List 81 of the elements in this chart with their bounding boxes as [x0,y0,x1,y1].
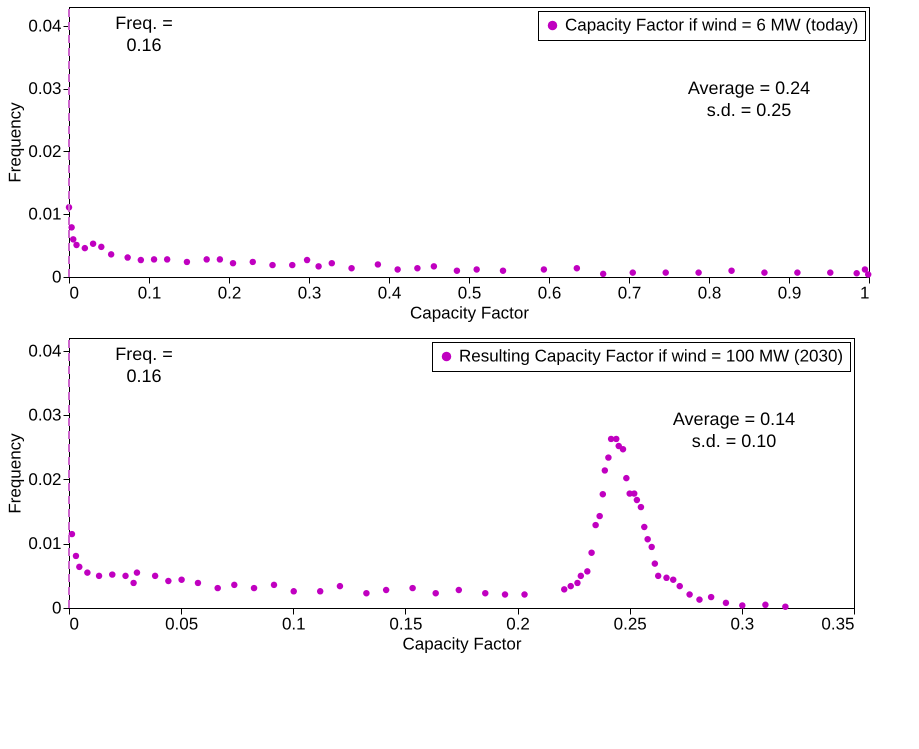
x-tick-label: 0 [70,614,79,634]
x-tick-label: 0.2 [218,284,242,302]
point [864,271,872,278]
point [70,236,76,243]
point [68,224,75,231]
point [98,244,105,250]
x-axis-title: Capacity Factor [410,304,530,322]
point [124,254,131,261]
point [230,260,236,266]
point [662,269,669,276]
x-tick-label: 1 [860,284,870,302]
y-tick-label: 0 [52,268,62,286]
point [82,244,88,252]
y-tick-label: 0.02 [28,142,62,161]
point [540,266,548,273]
y-tick-label: 0.03 [28,406,62,425]
point [430,263,438,270]
annotation: Average = 0.14 s.d. = 0.10 [672,408,796,451]
point [184,258,190,266]
y-tick-label: 0.01 [28,534,62,554]
y-tick-label: 0.02 [28,470,62,489]
point [794,269,801,276]
x-tick-label: 0.1 [282,614,306,634]
legend-label: Capacity Factor if wind = 6 MW (today) [565,16,858,34]
x-tick-label: 0.4 [378,284,402,302]
point [827,269,834,276]
point [269,262,276,268]
point [695,269,702,276]
y-tick-label: 0 [52,598,62,618]
point [150,256,158,263]
point [304,256,310,264]
x-tick-label: 0.8 [698,284,722,302]
annotation: Average = 0.24 s.d. = 0.25 [688,78,810,120]
x-tick-label: 0.2 [506,614,530,634]
x-tick-label: 0.35 [821,614,854,634]
point [500,267,506,274]
point [73,242,80,248]
y-axis-title: Frequency [5,432,24,514]
y-axis-title: Frequency [5,102,24,183]
x-tick-label: 0.25 [614,614,647,634]
point [138,256,144,264]
point [328,260,336,266]
point [108,251,114,258]
point [862,266,868,273]
point [216,256,224,263]
point [414,264,421,272]
point [289,262,296,268]
point [374,261,382,268]
point [600,270,606,278]
point [394,266,401,273]
point [853,270,860,276]
x-axis-title: Capacity Factor [402,634,522,654]
x-tick-label: 0.9 [778,284,802,302]
annotation: Freq. = 0.16 [115,344,173,386]
point [250,258,256,266]
point [348,264,355,272]
x-tick-label: 0.5 [458,284,482,302]
x-tick-label: 0.7 [618,284,642,302]
x-tick-label: 0.1 [138,284,162,302]
y-tick-label: 0.01 [28,204,62,224]
x-tick-label: 0.3 [298,284,322,302]
point [630,269,636,276]
y-tick-label: 0.03 [28,79,62,98]
x-tick-label: 0.05 [165,614,198,634]
point [454,267,460,274]
x-tick-label: 0.6 [538,284,562,302]
point [761,269,768,276]
x-tick-label: 0 [70,284,79,302]
x-tick-label: 0.15 [389,614,422,634]
point [90,240,96,247]
y-tick-label: 0.04 [28,16,62,36]
point [574,264,580,272]
y-tick-label: 0.04 [28,341,62,360]
point [164,256,170,263]
point [728,267,735,274]
legend-label: Resulting Capacity Factor if wind = 100 MW (2030) [459,346,844,366]
point [203,256,210,263]
annotation: Freq. = 0.16 [115,13,173,55]
point [315,263,322,270]
point [473,266,480,273]
x-tick-label: 0.3 [730,614,754,634]
